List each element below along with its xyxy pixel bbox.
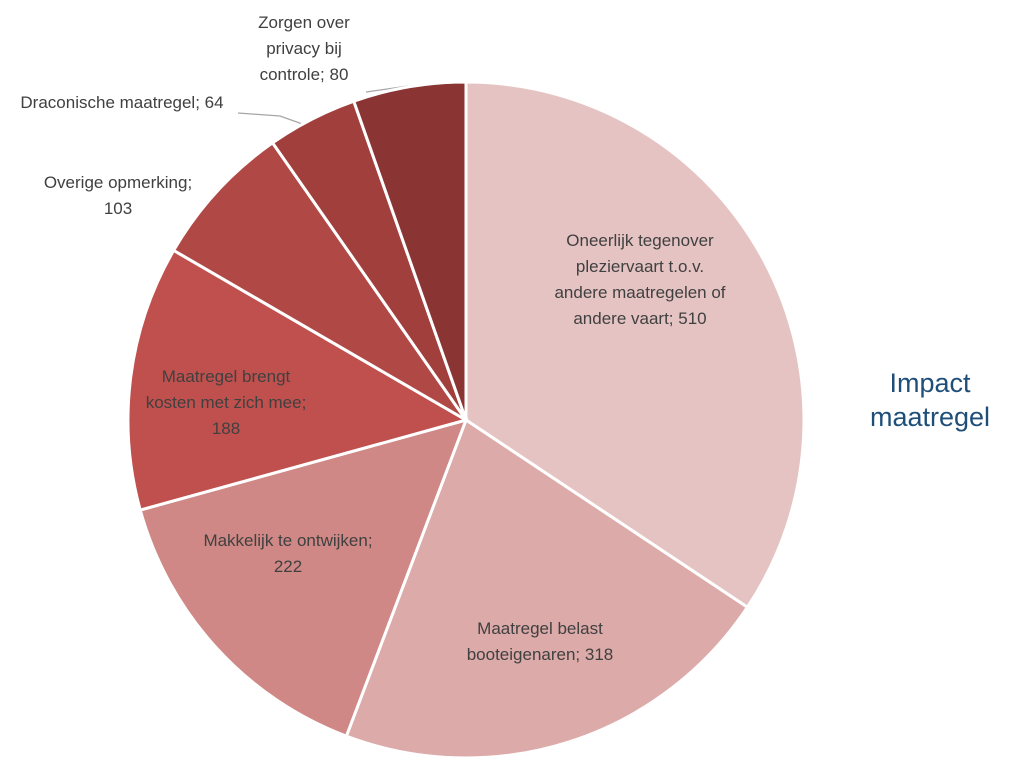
slice-value: 318 [584,645,614,664]
slice-category: Zorgen over privacy bij controle; [258,13,350,84]
pie-slice [138,417,469,739]
slice-value: 188 [211,419,241,438]
slice-label: Maatregel brengt kosten met zich mee; 18… [136,364,316,442]
slice-value: 222 [273,557,303,576]
slice-label: Zorgen over privacy bij controle; 80 [234,10,374,88]
slice-category: Maatregel brengt kosten met zich mee; [145,367,307,412]
slice-value: 103 [103,199,133,218]
slice-value: 64 [204,93,224,112]
slice-category: Makkelijk te ontwijken; [203,531,373,550]
chart-title: Impact maatregel [869,368,991,432]
slice-value: 80 [329,65,349,84]
slice-category: Maatregel belast booteigenaren; [466,619,603,664]
pie-slice [344,417,750,758]
slice-label: Oneerlijk tegenover pleziervaart t.o.v. … [553,228,728,332]
slice-category: Draconische maatregel; [20,93,200,112]
slice-label: Makkelijk te ontwijken; 222 [203,528,373,580]
slice-label: Overige opmerking; 103 [38,170,198,222]
slice-category: Oneerlijk tegenover pleziervaart t.o.v. … [554,231,726,328]
slice-label: Maatregel belast booteigenaren; 318 [435,616,645,668]
pie-slice [351,80,468,421]
pie-slice [171,140,468,422]
slice-value: 510 [678,309,707,328]
slice-label: Draconische maatregel; 64 [0,90,247,116]
pie-slice [126,248,470,512]
slice-category: Overige opmerking; [43,173,193,192]
leader-line [237,112,309,127]
